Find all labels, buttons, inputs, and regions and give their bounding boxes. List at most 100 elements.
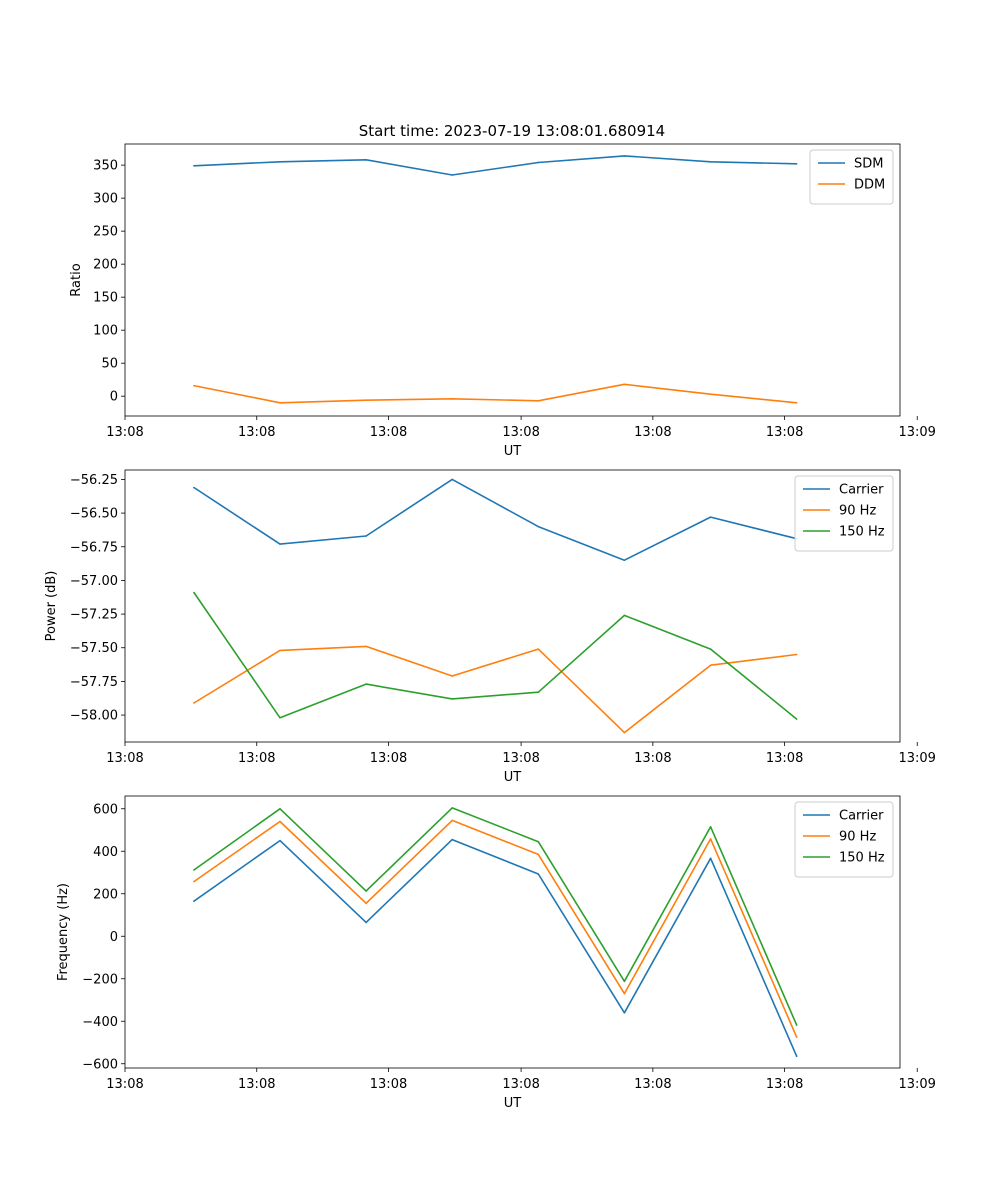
data-point [709, 857, 712, 860]
data-point [537, 648, 540, 650]
legend-label: 150 Hz [839, 525, 885, 540]
y-tick-label: 200 [93, 887, 118, 902]
series-line-sdm [193, 155, 797, 176]
axes-frame [124, 143, 901, 417]
data-point [365, 159, 367, 161]
data-point [795, 1055, 798, 1058]
data-point [279, 716, 281, 719]
x-tick-label: 13:08 [370, 1077, 407, 1092]
figure-title: Start time: 2023-07-19 13:08:01.680914 [359, 122, 665, 140]
data-point [623, 559, 626, 562]
x-tick-label: 13:08 [106, 751, 143, 766]
series-line-90-hz [193, 819, 798, 1038]
data-point [365, 902, 367, 905]
chart-1: 13:08 13:08 13:08 13:08 13:08 13:08 13:09 0 50 10… [69, 143, 936, 459]
x-tick-label: 13:09 [898, 1077, 935, 1092]
y-tick-label: 350 [93, 159, 118, 174]
y-tick-label: 400 [93, 845, 118, 860]
x-tick-label: 13:08 [502, 425, 539, 440]
data-point [193, 486, 195, 489]
data-point [451, 478, 454, 481]
data-point [795, 653, 798, 656]
data-point [623, 992, 626, 995]
x-tick-label: 13:08 [634, 1077, 671, 1092]
axes-frame [124, 795, 901, 1069]
data-point [451, 819, 454, 822]
x-tick-label: 13:08 [634, 425, 671, 440]
chart-panels: 13:08 13:08 13:08 13:08 13:08 13:08 13:09 0 50 10… [44, 143, 936, 1111]
data-point [709, 516, 712, 518]
x-tick-label: 13:08 [634, 751, 671, 766]
data-point [537, 525, 540, 528]
data-point [709, 664, 712, 667]
data-point [279, 401, 281, 404]
y-tick-label: 150 [93, 291, 118, 306]
x-tick-label: 13:08 [370, 751, 407, 766]
series-line-150-hz [193, 592, 798, 720]
data-point [451, 838, 454, 841]
y-tick-label: −56.50 [70, 507, 118, 522]
data-point [623, 383, 626, 386]
data-point [623, 614, 626, 617]
y-tick-label: 100 [93, 324, 118, 339]
data-point [279, 543, 281, 545]
data-point [279, 820, 281, 823]
legend: SDM DDM [809, 149, 894, 205]
data-point [365, 890, 367, 892]
x-tick-label: 13:08 [766, 751, 803, 766]
data-point [537, 691, 540, 693]
series-line-carrier [193, 478, 797, 562]
legend-box [794, 475, 894, 552]
y-tick-label: −56.75 [70, 540, 118, 555]
y-tick-label: 0 [110, 930, 118, 945]
data-point [623, 1011, 626, 1014]
data-point [795, 718, 798, 720]
chart-3: 13:08 13:08 13:08 13:08 13:08 13:08 13:09 −600 −… [56, 795, 936, 1111]
data-point [451, 698, 454, 700]
x-tick-label: 13:08 [238, 751, 275, 766]
y-tick-label: −57.50 [70, 641, 118, 656]
y-tick-label: −58.00 [70, 709, 118, 724]
y-tick-label: 0 [110, 390, 118, 405]
data-point [279, 839, 281, 842]
data-point [795, 163, 798, 165]
data-point [623, 731, 626, 734]
x-tick-label: 13:09 [898, 751, 935, 766]
data-point [795, 1024, 798, 1026]
data-point [537, 873, 540, 875]
data-point [451, 675, 454, 677]
series-line-150-hz [193, 807, 798, 1026]
x-tick-label: 13:08 [766, 425, 803, 440]
x-tick-label: 13:08 [238, 1077, 275, 1092]
data-point [365, 645, 367, 648]
data-point [795, 401, 798, 404]
data-point [537, 161, 540, 164]
legend-label: 150 Hz [839, 851, 885, 866]
y-tick-label: −600 [82, 1057, 118, 1072]
data-point [709, 826, 712, 828]
legend: Carrier 90 Hz 150 Hz [794, 801, 894, 878]
data-point [537, 853, 540, 856]
data-point [193, 869, 195, 871]
x-tick-label: 13:08 [106, 1077, 143, 1092]
y-axis-label: Frequency (Hz) [56, 883, 71, 981]
data-point [709, 161, 712, 163]
y-axis-label: Ratio [69, 263, 84, 296]
legend-label: 90 Hz [839, 504, 876, 519]
data-point [709, 648, 712, 650]
data-point [193, 384, 195, 387]
data-point [795, 1036, 798, 1038]
data-point [193, 591, 195, 594]
legend-label: DDM [854, 178, 885, 193]
y-tick-label: 50 [101, 357, 118, 372]
data-point [365, 535, 367, 537]
y-tick-label: −200 [82, 972, 118, 987]
chart-2: 13:08 13:08 13:08 13:08 13:08 13:08 13:09 −58.0… [44, 469, 936, 785]
x-tick-label: 13:08 [106, 425, 143, 440]
series-line-ddm [193, 383, 797, 404]
data-point [709, 393, 712, 396]
data-point [279, 161, 281, 163]
data-point [451, 398, 454, 400]
data-point [279, 807, 281, 810]
